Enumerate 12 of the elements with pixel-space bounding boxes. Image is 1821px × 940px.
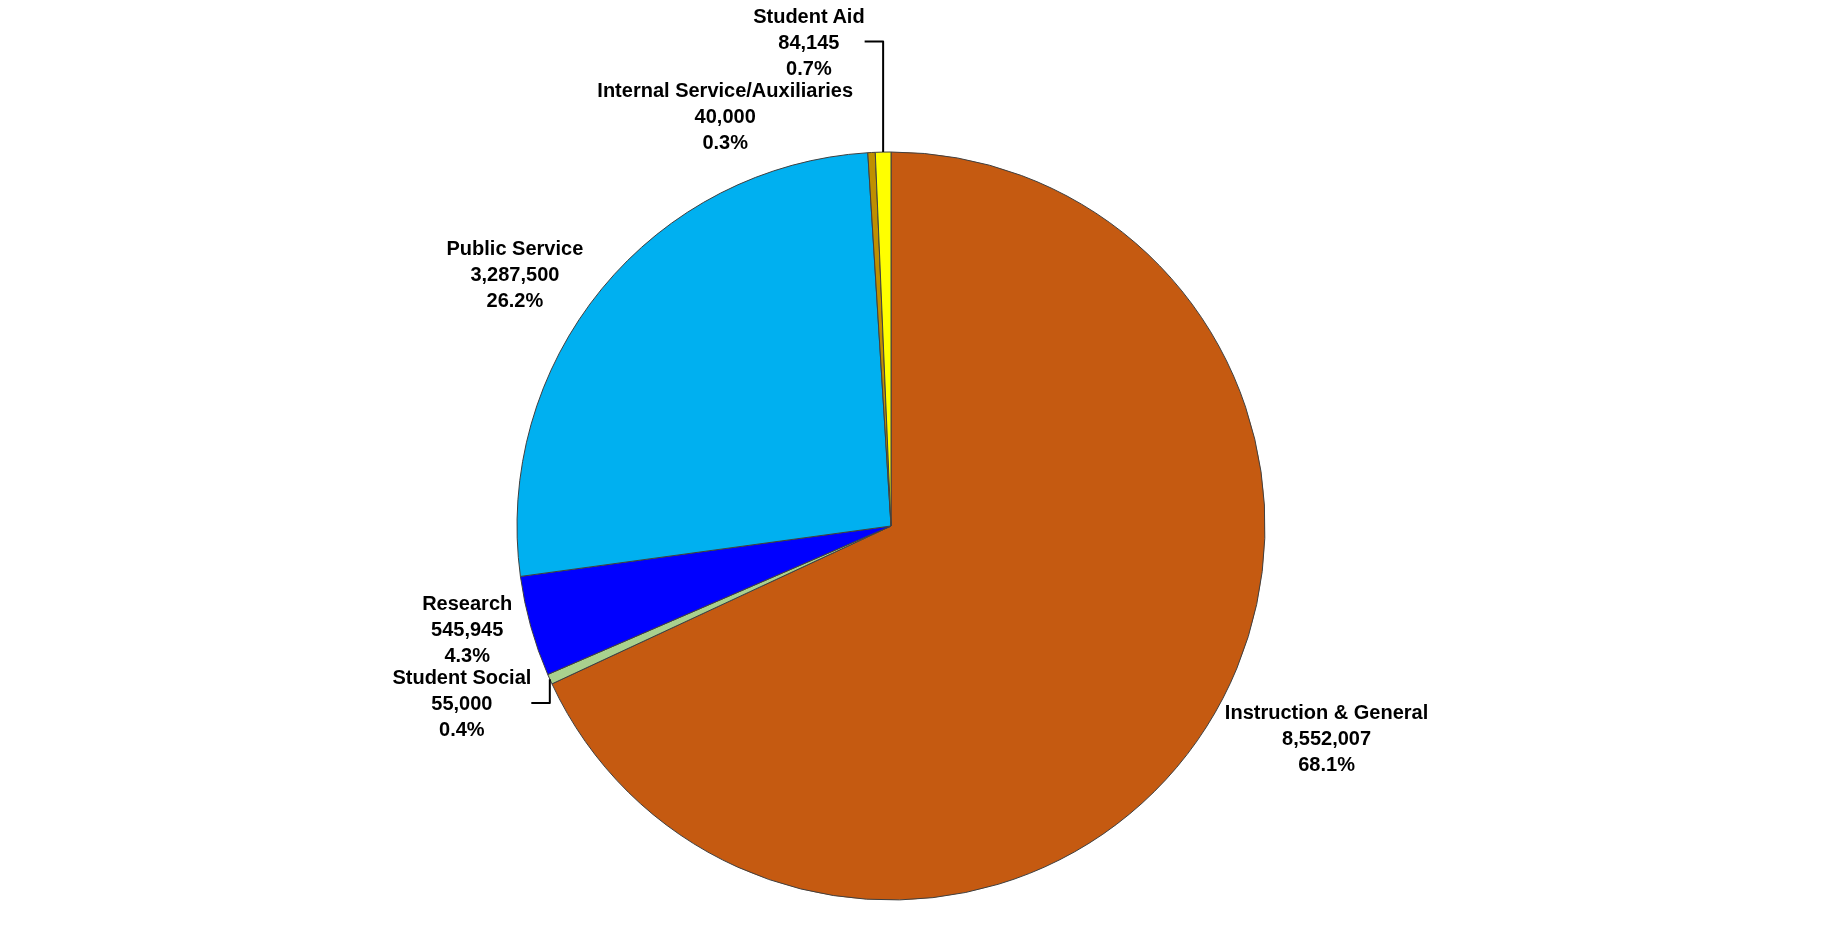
slice-label: Student Social — [392, 666, 532, 689]
slice-label: Instruction & General — [1224, 700, 1429, 723]
slice-label: Research — [422, 592, 513, 615]
slice-label: Student Aid — [753, 4, 865, 27]
data-label: 40,000 0.3% — [694, 104, 756, 153]
slice-label: Public Service — [446, 237, 584, 260]
data-label: 545,945 4.3% — [431, 618, 504, 667]
slice-label: Internal Service/Auxiliaries — [597, 78, 854, 101]
data-label: 84,145 0.7% — [778, 30, 840, 79]
data-label: 55,000 0.4% — [431, 692, 493, 741]
data-label: 8,552,007 68.1% — [1282, 726, 1372, 775]
data-label: 3,287,500 26.2% — [470, 263, 560, 312]
